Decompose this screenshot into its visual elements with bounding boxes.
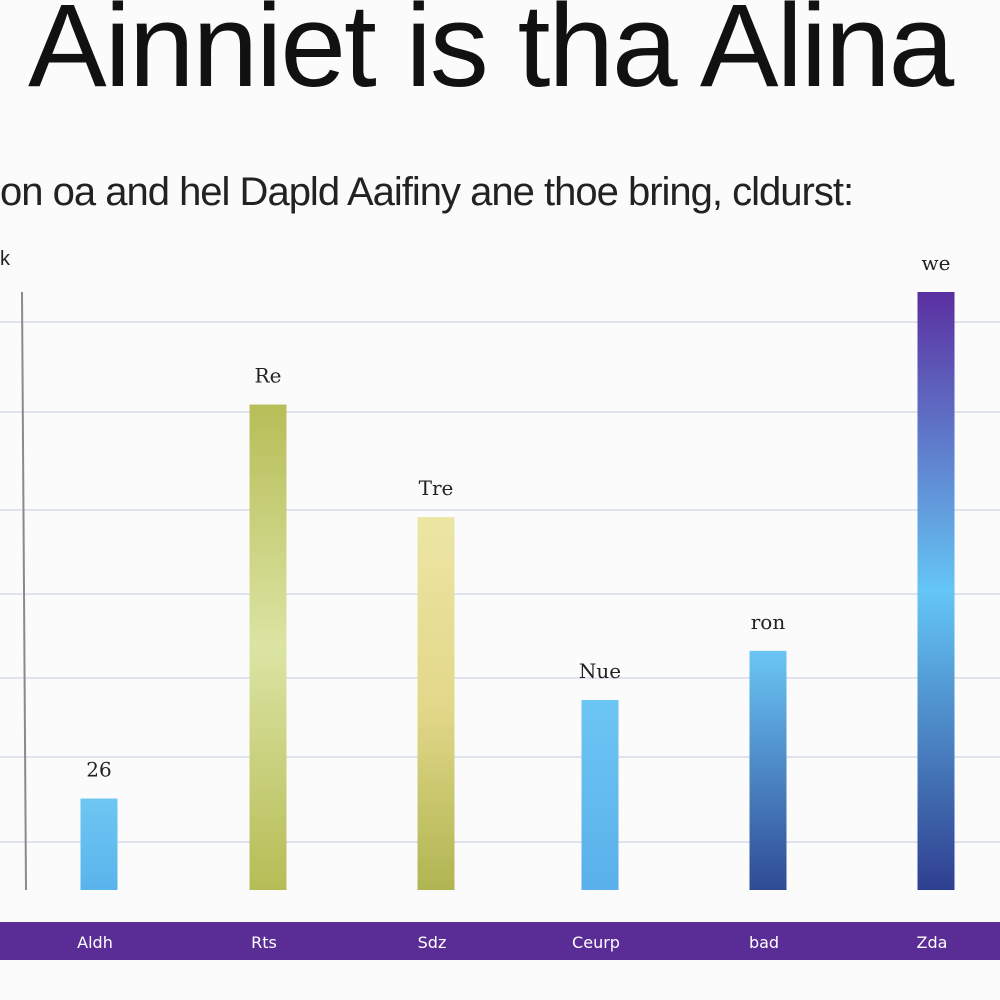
value-label-5: we — [922, 251, 951, 275]
bar-0 — [80, 798, 118, 890]
value-label-3: Nue — [579, 659, 621, 683]
bar-5 — [917, 292, 955, 890]
x-tick-label-5: Zda — [917, 933, 948, 952]
x-tick-label-0: Aldh — [77, 933, 113, 952]
gridlines — [0, 291, 1000, 891]
value-label-4: ron — [751, 610, 786, 634]
bar-4 — [749, 650, 787, 890]
x-tick-label-4: bad — [749, 933, 779, 952]
chart-title: Ainniet is tha Alina — [28, 0, 954, 112]
bars — [80, 292, 955, 890]
value-label-1: Re — [255, 364, 282, 388]
chart-subtitle: on oa and hel Dapld Aaifiny ane thoe bri… — [0, 170, 854, 214]
bar-2 — [417, 517, 455, 890]
value-labels: 26 Re Tre Nue ron we — [86, 251, 950, 782]
x-tick-label-3: Ceurp — [572, 933, 620, 952]
value-label-0: 26 — [86, 758, 111, 782]
value-label-2: Tre — [419, 476, 454, 500]
x-tick-label-1: Rts — [251, 933, 277, 952]
x-tick-labels: Aldh Rts Sdz Ceurp bad Zda — [77, 933, 947, 952]
x-tick-label-2: Sdz — [418, 933, 447, 952]
bar-3 — [581, 700, 619, 890]
corner-label: k — [0, 248, 10, 270]
bar-1 — [249, 404, 287, 890]
x-axis-band — [0, 922, 1000, 960]
y-axis-line — [21, 291, 27, 891]
